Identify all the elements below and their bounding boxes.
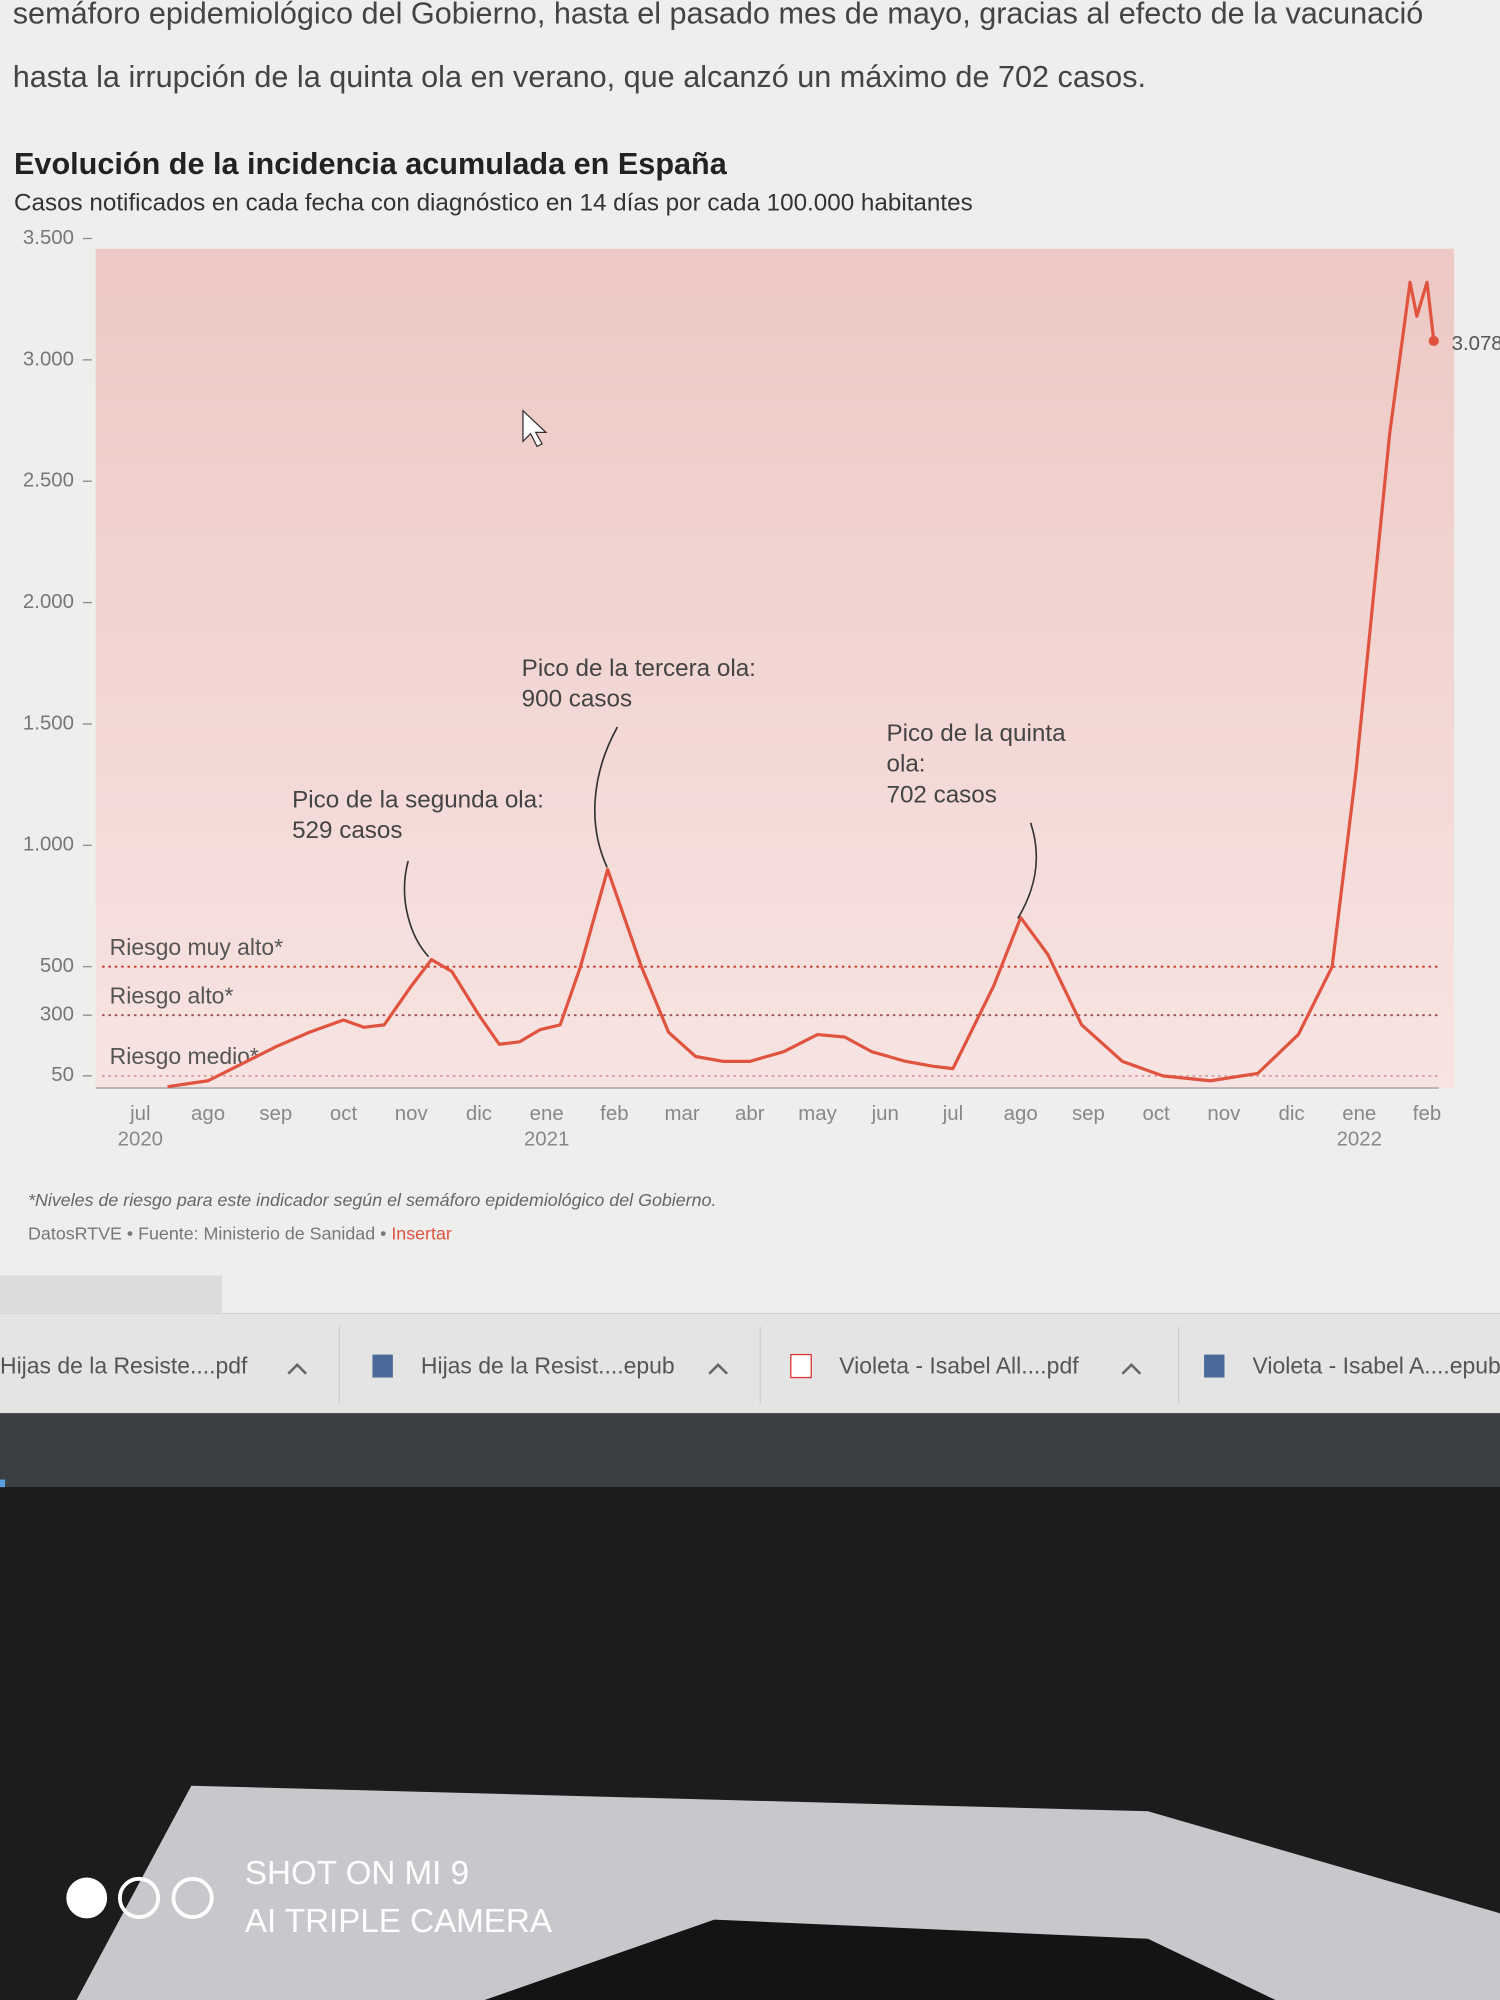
- y-tick-label: 300: [40, 1004, 74, 1026]
- threshold-label: Riesgo muy alto*: [110, 934, 283, 960]
- file-icon: [790, 1353, 812, 1379]
- chevron[interactable]: [1121, 1362, 1142, 1375]
- y-tick-label: 1.500: [23, 712, 74, 734]
- article-text: hasta la irrupción de la quinta ola en v…: [13, 60, 1146, 94]
- y-tick-label: 50: [51, 1064, 74, 1086]
- threshold-label: Riesgo medio*: [110, 1043, 259, 1069]
- plot-area: [95, 248, 1455, 1089]
- watermark-dot: [171, 1876, 214, 1920]
- article-text: semáforo epidemiológico del Gobierno, ha…: [13, 0, 1424, 30]
- annotation: ola:: [886, 751, 925, 778]
- download-item[interactable]: Hijas de la Resiste....pdf: [0, 1352, 248, 1378]
- x-tick-label: dic: [466, 1103, 492, 1125]
- chevron[interactable]: [287, 1362, 308, 1375]
- x-tick-label: abr: [735, 1103, 765, 1125]
- annotation-arrow: [1017, 822, 1038, 919]
- annotation: 529 casos: [292, 817, 402, 844]
- annotation: 702 casos: [886, 781, 996, 808]
- x-tick-label: oct: [330, 1103, 358, 1125]
- annotation: 900 casos: [522, 686, 632, 713]
- x-tick-label: ago: [1004, 1103, 1038, 1125]
- download-item[interactable]: Violeta - Isabel A....epub: [1253, 1352, 1500, 1378]
- chart-title: Evolución de la incidencia acumulada en …: [14, 147, 728, 181]
- file-icon: [372, 1354, 393, 1378]
- threshold-label: Riesgo alto*: [110, 982, 234, 1008]
- x-tick-label: oct: [1143, 1103, 1171, 1125]
- x-year-label: 2020: [118, 1129, 163, 1151]
- y-tick-label: 1.000: [23, 834, 74, 856]
- annotation: Pico de la quinta: [886, 720, 1066, 747]
- download-bar: [0, 1313, 1500, 1414]
- insert-link[interactable]: Insertar: [391, 1223, 452, 1243]
- y-tick-label: 2.500: [23, 470, 74, 492]
- annotation: Pico de la segunda ola:: [292, 786, 544, 813]
- x-tick-label: dic: [1279, 1103, 1305, 1125]
- source-text: DatosRTVE • Fuente: Ministerio de Sanida…: [28, 1223, 386, 1243]
- x-tick-label: jun: [871, 1103, 899, 1125]
- x-tick-label: feb: [600, 1103, 628, 1125]
- file-icon: [1204, 1354, 1225, 1378]
- x-tick-label: sep: [259, 1103, 292, 1125]
- taskbar: [0, 1413, 1500, 1488]
- cursor: [522, 409, 548, 448]
- x-tick-label: may: [798, 1103, 837, 1125]
- download-item[interactable]: Violeta - Isabel All....pdf: [839, 1352, 1079, 1378]
- x-tick-label: sep: [1072, 1103, 1105, 1125]
- taskbar-indicator: [0, 1479, 6, 1488]
- y-tick-label: 3.500: [23, 227, 74, 249]
- x-tick-label: ago: [191, 1103, 225, 1125]
- x-tick-label: jul: [129, 1103, 150, 1125]
- x-tick-label: mar: [665, 1103, 700, 1125]
- footnote: *Niveles de riesgo para este indicador s…: [28, 1190, 716, 1210]
- end-point: [1428, 335, 1439, 347]
- scrollbar: [0, 1275, 222, 1314]
- chevron[interactable]: [708, 1362, 728, 1375]
- x-year-label: 2021: [524, 1129, 569, 1151]
- source: DatosRTVE • Fuente: Ministerio de Sanida…: [28, 1223, 452, 1243]
- x-tick-label: nov: [1207, 1103, 1241, 1125]
- y-tick-label: 2.000: [23, 591, 74, 613]
- x-tick-label: feb: [1413, 1103, 1441, 1125]
- chart-subtitle: Casos notificados en cada fecha con diag…: [14, 189, 973, 216]
- annotation-arrow: [403, 860, 430, 958]
- x-tick-label: ene: [530, 1103, 564, 1125]
- data-line: [167, 280, 1436, 1089]
- y-tick-label: 3.000: [23, 348, 74, 370]
- x-year-label: 2022: [1337, 1129, 1382, 1151]
- annotation: Pico de la tercera ola:: [522, 655, 756, 682]
- watermark-dot: [117, 1876, 161, 1920]
- watermark: SHOT ON MI 9: [245, 1855, 469, 1892]
- y-tick-label: 500: [40, 955, 74, 977]
- object: [484, 1919, 1276, 2000]
- x-tick-label: ene: [1342, 1103, 1376, 1125]
- x-tick-label: nov: [395, 1103, 429, 1125]
- watermark: AI TRIPLE CAMERA: [245, 1903, 553, 1940]
- end-label: 3.078: [1452, 333, 1500, 355]
- x-tick-label: jul: [942, 1103, 963, 1125]
- annotation-arrow: [594, 726, 619, 868]
- watermark-dot: [66, 1877, 108, 1919]
- download-item[interactable]: Hijas de la Resist....epub: [421, 1352, 675, 1378]
